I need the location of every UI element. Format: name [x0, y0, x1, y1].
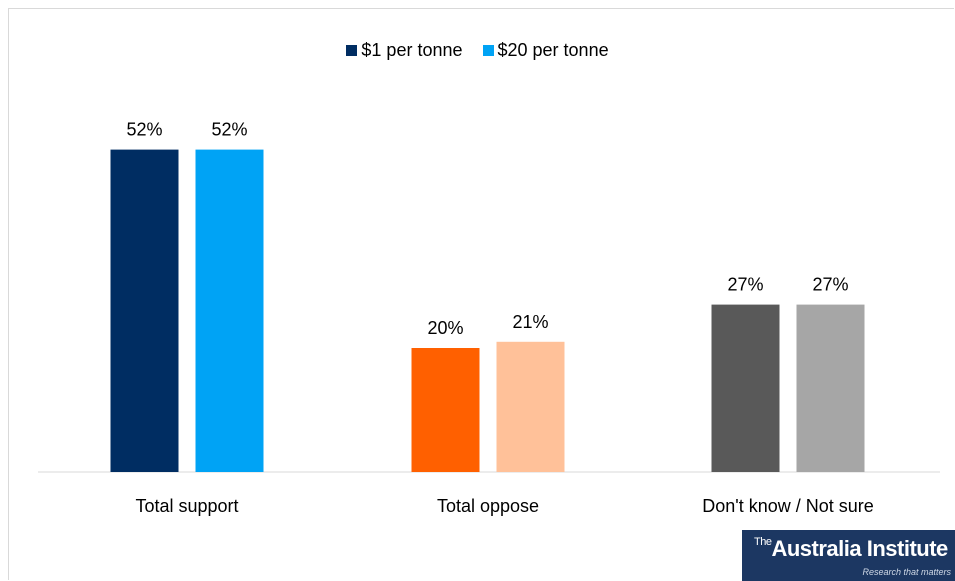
- logo-prefix: The: [754, 536, 772, 548]
- legend-item-series-1: $1 per tonne: [346, 40, 463, 61]
- data-label-3-series-2: 27%: [812, 275, 848, 295]
- bar-1-series-2: [195, 149, 264, 472]
- logo-name: Australia Institute: [771, 536, 948, 561]
- legend-label-series-1: $1 per tonne: [361, 40, 463, 60]
- bar-2-series-1: [411, 348, 480, 472]
- logo-tagline: Research that matters: [862, 567, 951, 577]
- x-tick-label-1: Total support: [135, 496, 238, 516]
- legend-item-series-2: $20 per tonne: [482, 40, 609, 61]
- bar-3-series-2: [796, 304, 865, 472]
- x-tick-label-3: Don't know / Not sure: [702, 496, 874, 516]
- data-label-2-series-1: 20%: [427, 318, 463, 338]
- data-label-3-series-1: 27%: [727, 275, 763, 295]
- legend-swatch-series-2: [482, 45, 494, 56]
- data-label-1-series-1: 52%: [126, 120, 162, 140]
- data-label-1-series-2: 52%: [211, 120, 247, 140]
- legend-label-series-2: $20 per tonne: [497, 40, 609, 60]
- logo-wordmark: TheAustralia Institute: [754, 536, 948, 562]
- legend-swatch-series-1: [346, 45, 358, 56]
- legend: $1 per tonne $20 per tonne: [0, 40, 955, 61]
- chart-frame: [8, 8, 954, 580]
- data-label-2-series-2: 21%: [512, 312, 548, 332]
- australia-institute-logo: TheAustralia Institute Research that mat…: [742, 530, 955, 581]
- bar-1-series-1: [110, 149, 179, 472]
- bar-3-series-1: [711, 304, 780, 472]
- x-tick-label-2: Total oppose: [437, 496, 539, 516]
- bar-2-series-2: [496, 341, 565, 472]
